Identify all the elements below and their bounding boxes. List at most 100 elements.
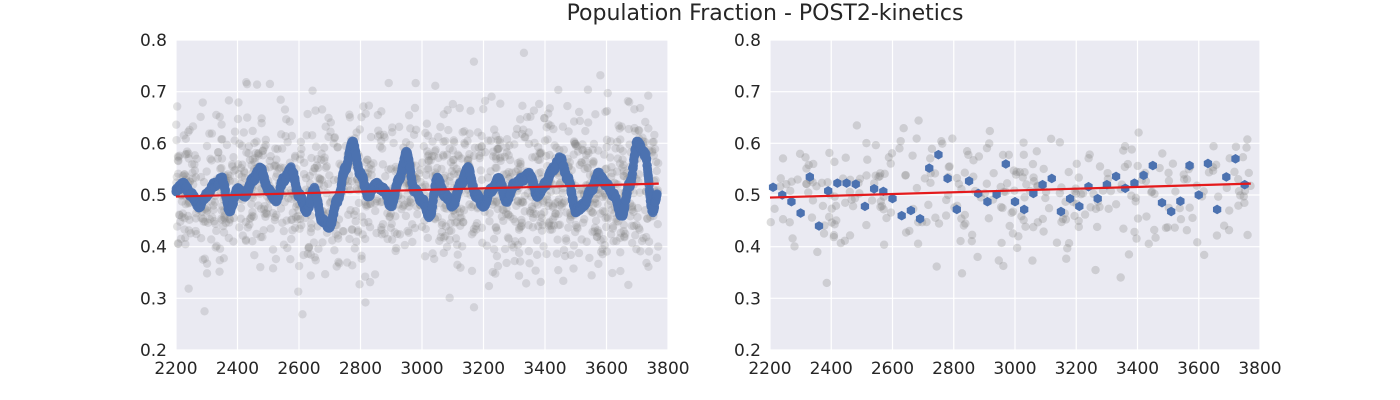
raw-point xyxy=(424,156,434,166)
raw-point xyxy=(202,167,211,176)
raw-point xyxy=(517,218,527,227)
left-y-tick-labels: 0.2 0.3 0.4 0.5 0.6 0.7 0.8 xyxy=(140,31,167,361)
raw-point xyxy=(484,281,494,291)
left-y-tick-label: 0.2 xyxy=(140,341,167,361)
raw-point xyxy=(1161,223,1171,233)
raw-point xyxy=(959,221,969,230)
raw-point xyxy=(511,237,520,246)
raw-point xyxy=(209,217,219,226)
raw-point xyxy=(252,229,261,239)
raw-point xyxy=(245,214,255,224)
left-y-tick-label: 0.6 xyxy=(140,134,167,154)
raw-point xyxy=(602,164,611,173)
raw-point xyxy=(793,175,802,184)
raw-point xyxy=(358,230,367,239)
left-smoothed-points xyxy=(171,136,662,233)
raw-point xyxy=(213,154,222,163)
raw-point xyxy=(562,236,571,246)
raw-point xyxy=(564,223,573,232)
raw-point xyxy=(466,106,475,116)
raw-point xyxy=(1055,138,1065,147)
raw-point xyxy=(242,79,252,89)
right-y-tick-label: 0.8 xyxy=(734,31,761,51)
raw-point xyxy=(623,96,633,106)
raw-point xyxy=(455,213,465,222)
raw-point xyxy=(385,212,394,222)
raw-point xyxy=(1018,173,1028,182)
raw-point xyxy=(882,213,891,223)
binned-point xyxy=(943,173,952,184)
raw-point xyxy=(299,250,308,260)
raw-point xyxy=(954,179,964,189)
raw-point xyxy=(577,145,587,154)
raw-point xyxy=(190,166,200,175)
raw-point xyxy=(511,130,521,139)
raw-point xyxy=(534,222,543,231)
raw-point xyxy=(363,155,372,165)
raw-point xyxy=(1211,160,1221,169)
raw-point xyxy=(258,146,267,156)
raw-point xyxy=(428,137,437,146)
raw-point xyxy=(287,131,297,141)
raw-point xyxy=(606,230,616,239)
raw-point xyxy=(364,101,374,110)
raw-point xyxy=(1041,193,1050,203)
raw-point xyxy=(429,254,439,264)
raw-point xyxy=(1124,250,1134,259)
raw-point xyxy=(479,104,488,114)
raw-point xyxy=(217,120,226,129)
raw-point xyxy=(555,145,564,155)
raw-point xyxy=(495,135,504,145)
raw-point xyxy=(285,117,295,126)
raw-point xyxy=(280,197,289,207)
raw-point xyxy=(562,208,571,217)
raw-point xyxy=(424,163,433,173)
raw-point xyxy=(613,154,623,163)
raw-point xyxy=(817,178,827,188)
raw-point xyxy=(364,163,374,173)
raw-point xyxy=(593,199,602,209)
raw-point xyxy=(504,234,513,243)
raw-point xyxy=(529,209,538,218)
raw-point xyxy=(196,172,206,182)
raw-point xyxy=(228,162,237,171)
raw-point xyxy=(546,221,556,230)
raw-point xyxy=(593,228,602,237)
raw-point xyxy=(486,136,496,145)
raw-point xyxy=(196,234,206,243)
raw-point xyxy=(1222,183,1231,193)
raw-point xyxy=(282,216,291,225)
raw-point xyxy=(431,145,440,155)
raw-point xyxy=(515,115,525,124)
raw-point xyxy=(598,206,608,216)
raw-point xyxy=(215,112,224,122)
raw-point xyxy=(492,163,501,173)
raw-point xyxy=(385,212,395,221)
raw-point xyxy=(225,214,234,224)
smoothed-point xyxy=(652,189,662,199)
raw-point xyxy=(217,214,226,223)
raw-point xyxy=(443,105,452,115)
raw-point xyxy=(243,223,253,232)
raw-point xyxy=(261,140,270,150)
raw-point xyxy=(494,144,503,153)
raw-point xyxy=(377,230,386,239)
raw-point xyxy=(561,234,571,243)
raw-point xyxy=(250,250,259,260)
raw-point xyxy=(862,171,871,180)
raw-point xyxy=(184,154,194,163)
raw-point xyxy=(1175,203,1184,213)
raw-point xyxy=(303,109,312,119)
raw-point xyxy=(649,137,658,147)
raw-point xyxy=(528,153,537,162)
raw-point xyxy=(1063,244,1072,253)
raw-point xyxy=(237,141,247,150)
raw-point xyxy=(233,160,243,169)
raw-point xyxy=(207,156,216,165)
raw-point xyxy=(219,254,228,263)
raw-point xyxy=(590,227,599,236)
raw-point xyxy=(535,149,545,159)
raw-point xyxy=(447,166,457,176)
binned-point xyxy=(1010,196,1020,207)
